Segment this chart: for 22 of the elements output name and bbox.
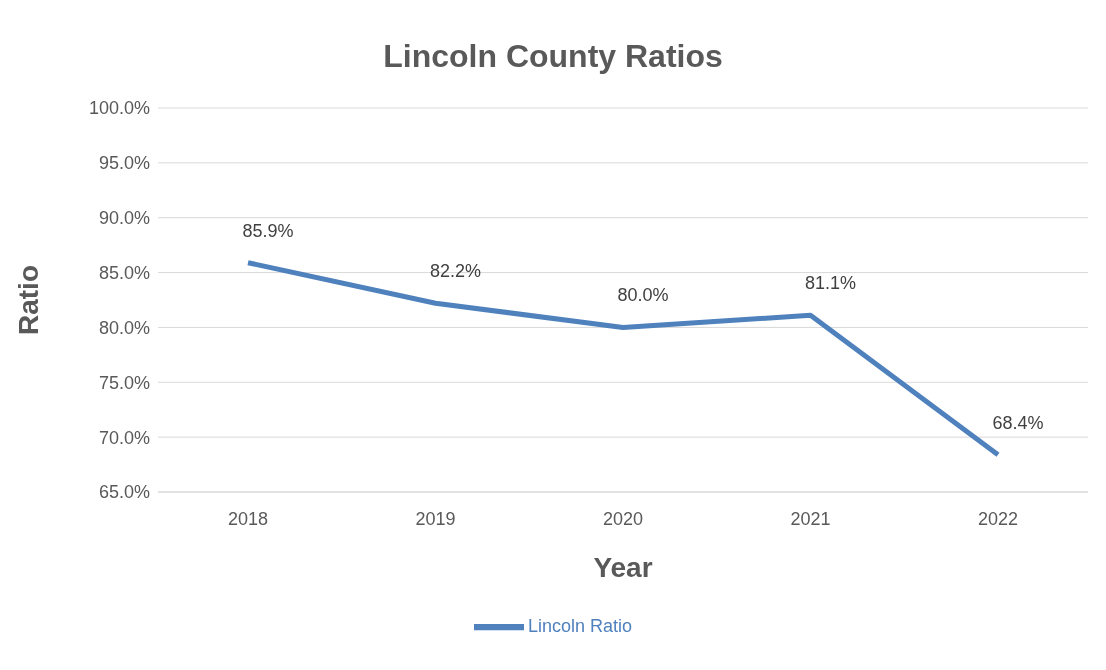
data-label: 85.9% [242,220,294,241]
legend-label: Lincoln Ratio [527,615,633,636]
y-axis-title: Ratio [12,265,44,335]
data-label: 82.2% [429,261,482,282]
y-tick-label: 85.0% [98,262,150,283]
y-tick-label: 90.0% [98,208,150,229]
y-tick-label: 95.0% [98,153,150,174]
x-axis-title: Year [593,551,653,583]
data-label: 68.4% [992,412,1044,433]
y-tick-label: 65.0% [98,482,150,503]
x-tick-label: 2021 [790,508,831,529]
x-tick-label: 2018 [227,508,269,529]
y-tick-label: 100.0% [88,98,150,119]
y-tick-label: 80.0% [98,317,150,338]
x-tick-label: 2020 [602,508,644,529]
x-tick-label: 2019 [415,508,456,529]
data-label: 81.1% [804,273,857,294]
x-tick-label: 2022 [977,508,1019,529]
chart-title: Lincoln County Ratios [382,37,724,76]
data-label: 80.0% [617,285,669,306]
y-tick-label: 70.0% [98,427,150,448]
y-tick-label: 75.0% [98,372,150,393]
